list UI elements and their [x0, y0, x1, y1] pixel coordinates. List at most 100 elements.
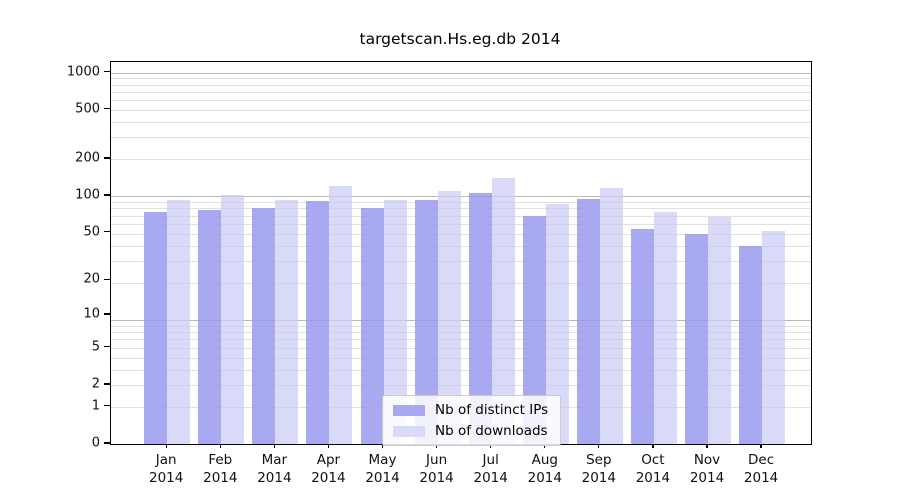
y-tick-mark — [104, 313, 110, 315]
gridline — [111, 384, 811, 386]
bar-distinct-ips-oct — [630, 228, 654, 444]
y-tick-label: 2 — [91, 376, 100, 392]
y-tick-label: 100 — [75, 187, 100, 203]
y-tick-label: 500 — [75, 101, 100, 117]
gridline — [111, 109, 811, 111]
bar-downloads-dec — [762, 230, 786, 444]
gridline — [111, 347, 811, 349]
x-tick-label-jul: Jul 2014 — [473, 452, 508, 486]
gridline — [111, 202, 811, 204]
y-tick-label: 10 — [83, 306, 100, 322]
gridline — [111, 215, 811, 217]
gridline — [111, 223, 811, 225]
bar-downloads-may — [383, 199, 407, 444]
x-tick-mark — [760, 443, 762, 448]
y-tick-mark — [104, 108, 110, 110]
gridline — [111, 261, 811, 263]
gridline — [111, 91, 811, 93]
x-tick-mark — [327, 443, 330, 448]
x-tick-label-sep: Sep 2014 — [581, 452, 616, 486]
bar-downloads-nov — [708, 217, 731, 444]
x-tick-mark — [165, 443, 167, 448]
gridline — [111, 121, 811, 123]
bars-layer — [111, 62, 811, 444]
bar-distinct-ips-aug — [522, 215, 546, 444]
bar-downloads-sep — [599, 187, 623, 444]
y-tick-label: 20 — [83, 271, 100, 287]
legend-swatch-distinct-ips — [393, 404, 425, 416]
gridline — [111, 208, 811, 210]
gridlines-under — [111, 62, 811, 444]
y-tick-mark — [104, 157, 110, 159]
x-tick-label-aug: Aug 2014 — [527, 452, 562, 486]
bar-distinct-ips-may — [360, 207, 384, 444]
gridline — [111, 100, 811, 102]
gridline — [111, 233, 811, 235]
gridline — [111, 332, 811, 334]
gridline — [111, 245, 811, 247]
x-tick-label-nov: Nov 2014 — [689, 452, 725, 486]
gridline — [111, 137, 811, 139]
gridline — [111, 320, 811, 322]
x-tick-label-jun: Jun 2014 — [419, 452, 454, 486]
gridline — [111, 261, 811, 263]
gridline — [111, 84, 811, 86]
bar-downloads-aug — [545, 203, 569, 444]
gridline — [111, 339, 811, 341]
x-tick-mark — [652, 443, 654, 448]
gridline — [111, 78, 811, 80]
bar-downloads-jan — [167, 199, 191, 444]
y-tick-mark — [104, 70, 110, 73]
y-tick-label: 200 — [75, 150, 100, 166]
gridline — [111, 84, 811, 86]
y-tick-label: 1000 — [66, 64, 100, 79]
gridline — [111, 72, 811, 74]
gridline — [111, 208, 811, 210]
bar-distinct-ips-apr — [306, 200, 330, 444]
y-tick-mark — [104, 194, 110, 196]
bar-distinct-ips-feb — [198, 209, 222, 444]
y-tick-label: 5 — [91, 339, 100, 355]
bar-distinct-ips-mar — [252, 208, 276, 444]
gridline — [111, 325, 811, 327]
bar-chart: Nb of distinct IPs Nb of downloads — [110, 61, 812, 446]
x-tick-label-feb: Feb 2014 — [203, 452, 238, 486]
bar-downloads-apr — [329, 185, 353, 444]
gridline — [111, 357, 811, 359]
bar-distinct-ips-dec — [739, 245, 763, 444]
gridline — [111, 223, 811, 225]
gridline — [111, 72, 811, 74]
bar-distinct-ips-jul — [468, 193, 492, 444]
gridline — [111, 347, 811, 349]
chart-title: targetscan.Hs.eg.db 2014 — [359, 30, 561, 48]
gridline — [111, 369, 811, 371]
bar-distinct-ips-nov — [685, 233, 708, 444]
gridline — [111, 233, 811, 235]
bar-downloads-jul — [491, 178, 515, 444]
gridline — [111, 109, 811, 111]
y-tick-label: 1 — [91, 398, 100, 414]
x-tick-label-dec: Dec 2014 — [743, 452, 779, 486]
gridline — [111, 196, 811, 198]
x-tick-label-mar: Mar 2014 — [257, 452, 292, 486]
gridline — [111, 159, 811, 161]
gridline — [111, 78, 811, 80]
gridline — [111, 245, 811, 247]
y-tick-label: 50 — [83, 224, 100, 240]
gridlines-over — [111, 62, 811, 444]
bar-downloads-feb — [221, 195, 245, 444]
gridline — [111, 384, 811, 386]
x-tick-label-may: May 2014 — [365, 452, 400, 486]
legend: Nb of distinct IPs Nb of downloads — [382, 395, 562, 446]
gridline — [111, 215, 811, 217]
y-tick-mark — [104, 442, 110, 444]
gridline — [111, 357, 811, 359]
gridline — [111, 369, 811, 371]
y-tick-mark — [104, 405, 110, 407]
gridline — [111, 332, 811, 334]
y-tick-mark — [104, 278, 110, 280]
gridline — [111, 325, 811, 327]
gridline — [111, 202, 811, 204]
x-tick-label-oct: Oct 2014 — [635, 452, 671, 486]
